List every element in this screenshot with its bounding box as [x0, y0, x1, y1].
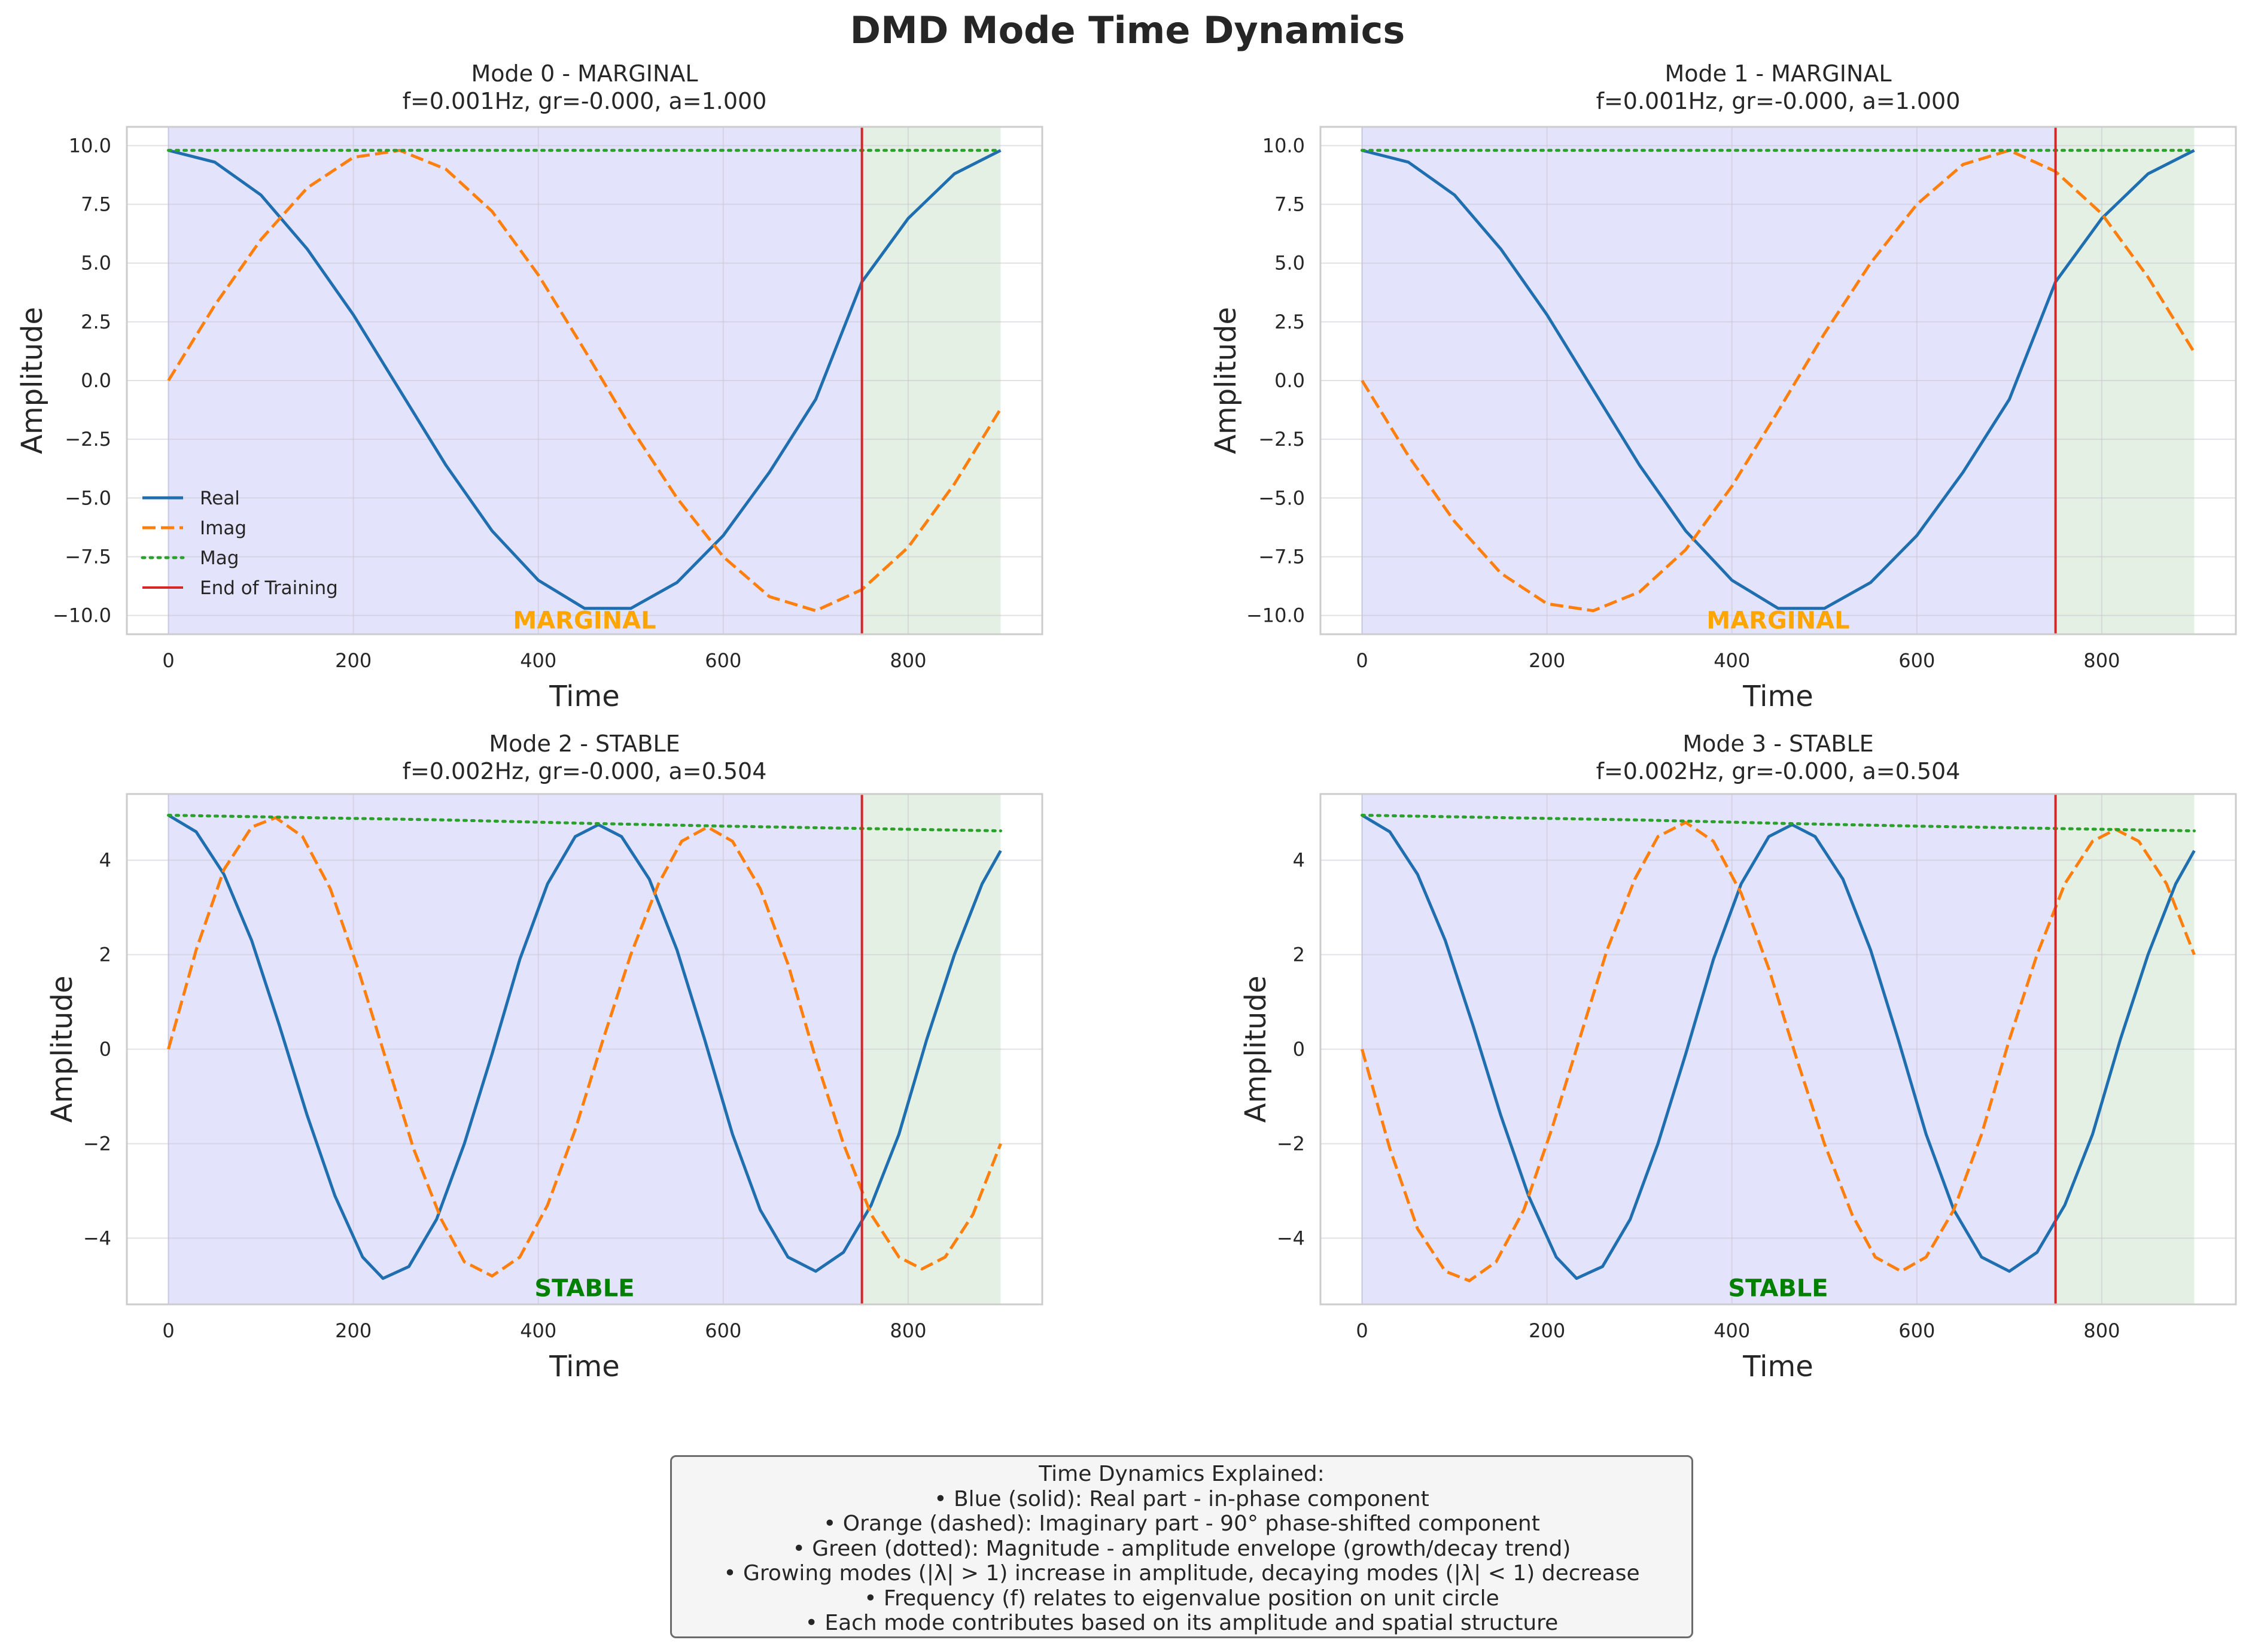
x-tick-label: 400	[520, 649, 556, 672]
explanation-title: Time Dynamics Explained:	[1039, 1462, 1325, 1486]
y-tick-label: 2	[1293, 944, 1305, 966]
y-tick-label: −2	[83, 1132, 111, 1155]
legend-label: Mag	[200, 547, 239, 569]
x-tick-label: 400	[1714, 649, 1750, 672]
panel-0: MARGINAL 0 200 400 600 800 10.0 7.5 5.0 2.5 0.0 −2.…	[16, 126, 1043, 713]
real-series-line	[1361, 814, 2196, 1280]
panel-1: MARGINAL 0 200 400 600 800 10.0 7.5 5.0 2.5 0.0 −2.…	[1209, 126, 2237, 713]
x-tick-label: 200	[1529, 1319, 1565, 1342]
panel-1-title: Mode 1 - MARGINAL f=0.001Hz, gr=-0.000, …	[1320, 60, 2236, 115]
legend-label: Real	[200, 488, 240, 509]
x-axis-label: Time	[1742, 680, 1813, 713]
panel-2-subtitle-line: f=0.002Hz, gr=-0.000, a=0.504	[402, 758, 767, 784]
y-tick-label: 2.5	[1274, 311, 1305, 333]
panel-3-title-line: Mode 3 - STABLE	[1682, 731, 1874, 757]
y-tick-label: 5.0	[1274, 252, 1305, 275]
legend-label: Imag	[200, 518, 247, 539]
figure-title: DMD Mode Time Dynamics	[850, 8, 1405, 52]
explanation-line: • Growing modes (|λ| > 1) increase in am…	[723, 1561, 1640, 1586]
plot-frame	[1319, 793, 2237, 1306]
x-tick-label: 400	[520, 1319, 556, 1342]
panel-2-title: Mode 2 - STABLE f=0.002Hz, gr=-0.000, a=…	[127, 730, 1042, 785]
y-tick-label: 7.5	[81, 193, 111, 216]
y-axis-label: Amplitude	[1209, 307, 1243, 454]
regime-annotation: STABLE	[1728, 1274, 1828, 1302]
y-tick-label: 2.5	[81, 311, 111, 333]
x-tick-label: 600	[705, 1319, 741, 1342]
explanation-line: • Green (dotted): Magnitude - amplitude …	[792, 1536, 1571, 1561]
y-tick-label: 10.0	[1262, 134, 1305, 157]
y-tick-label: −10.0	[53, 604, 111, 627]
plot-frame	[1319, 126, 2237, 635]
panel-1-title-line: Mode 1 - MARGINAL	[1664, 60, 1892, 87]
y-axis-label: Amplitude	[45, 976, 79, 1123]
panel-2-title-line: Mode 2 - STABLE	[489, 731, 680, 757]
real-series-line	[168, 814, 1002, 1280]
x-tick-label: 400	[1714, 1319, 1750, 1342]
explanation-line: • Blue (solid): Real part - in-phase com…	[934, 1486, 1429, 1511]
y-tick-label: 0	[99, 1038, 111, 1061]
panel-2: STABLE 0 200 400 600 800 4 2 0 −2 −4 Time Amplitude	[45, 793, 1043, 1383]
panel-3-subtitle-line: f=0.002Hz, gr=-0.000, a=0.504	[1596, 758, 1961, 784]
y-tick-label: 0	[1293, 1038, 1305, 1061]
y-tick-label: −4	[83, 1227, 111, 1249]
x-tick-label: 0	[162, 649, 174, 672]
panel-3: STABLE 0 200 400 600 800 4 2 0 −2 −4 Time Amplitude	[1239, 793, 2237, 1383]
panel-0-title: Mode 0 - MARGINAL f=0.001Hz, gr=-0.000, …	[127, 60, 1042, 115]
y-tick-label: 5.0	[81, 252, 111, 275]
regime-annotation: MARGINAL	[1706, 607, 1849, 634]
y-tick-label: −5.0	[1258, 486, 1305, 509]
x-tick-label: 0	[1356, 649, 1368, 672]
x-tick-label: 600	[705, 649, 741, 672]
x-tick-label: 600	[1898, 1319, 1935, 1342]
y-tick-label: −5.0	[65, 486, 111, 509]
explanation-line: • Each mode contributes based on its amp…	[805, 1611, 1559, 1635]
y-tick-label: −2	[1277, 1132, 1305, 1155]
y-axis-label: Amplitude	[1239, 976, 1273, 1123]
imag-series-line	[167, 816, 1002, 1278]
y-tick-label: 10.0	[69, 134, 111, 157]
x-tick-label: 800	[890, 649, 926, 672]
explanation-line: • Frequency (f) relates to eigenvalue po…	[864, 1586, 1499, 1611]
y-tick-label: −4	[1277, 1227, 1305, 1249]
x-axis-label: Time	[1742, 1350, 1813, 1383]
x-tick-label: 0	[1356, 1319, 1368, 1342]
x-tick-label: 0	[162, 1319, 174, 1342]
plot-frame	[126, 793, 1043, 1306]
y-tick-label: 0.0	[81, 369, 111, 392]
x-axis-label: Time	[549, 1350, 619, 1383]
imag-series-line	[1361, 820, 2196, 1282]
y-axis-label: Amplitude	[16, 307, 49, 454]
y-tick-label: −2.5	[65, 428, 111, 451]
panel-3-title: Mode 3 - STABLE f=0.002Hz, gr=-0.000, a=…	[1320, 730, 2236, 785]
y-tick-label: −10.0	[1246, 604, 1305, 627]
y-tick-label: 7.5	[1274, 193, 1305, 216]
y-tick-label: 4	[99, 849, 111, 872]
y-tick-label: 2	[99, 944, 111, 966]
panel-0-subtitle-line: f=0.001Hz, gr=-0.000, a=1.000	[402, 88, 767, 114]
regime-annotation: STABLE	[534, 1274, 634, 1302]
x-tick-label: 200	[1529, 649, 1565, 672]
x-tick-label: 600	[1898, 649, 1935, 672]
y-tick-label: −7.5	[65, 545, 111, 568]
x-tick-label: 800	[890, 1319, 926, 1342]
y-tick-label: 4	[1293, 849, 1305, 872]
panel-1-subtitle-line: f=0.001Hz, gr=-0.000, a=1.000	[1596, 88, 1961, 114]
regime-annotation: MARGINAL	[513, 607, 656, 634]
x-tick-label: 200	[335, 649, 372, 672]
x-axis-label: Time	[549, 680, 619, 713]
explanation-box: Time Dynamics Explained: • Blue (solid):…	[670, 1455, 1693, 1638]
y-tick-label: −7.5	[1258, 545, 1305, 568]
x-tick-label: 800	[2083, 649, 2120, 672]
legend-label: End of Training	[200, 577, 338, 599]
x-tick-label: 800	[2083, 1319, 2120, 1342]
explanation-line: • Orange (dashed): Imaginary part - 90° …	[823, 1511, 1540, 1536]
y-tick-label: 0.0	[1274, 369, 1305, 392]
x-tick-label: 200	[335, 1319, 372, 1342]
panel-0-title-line: Mode 0 - MARGINAL	[471, 60, 698, 87]
plot-frame	[126, 126, 1043, 635]
y-tick-label: −2.5	[1258, 428, 1305, 451]
